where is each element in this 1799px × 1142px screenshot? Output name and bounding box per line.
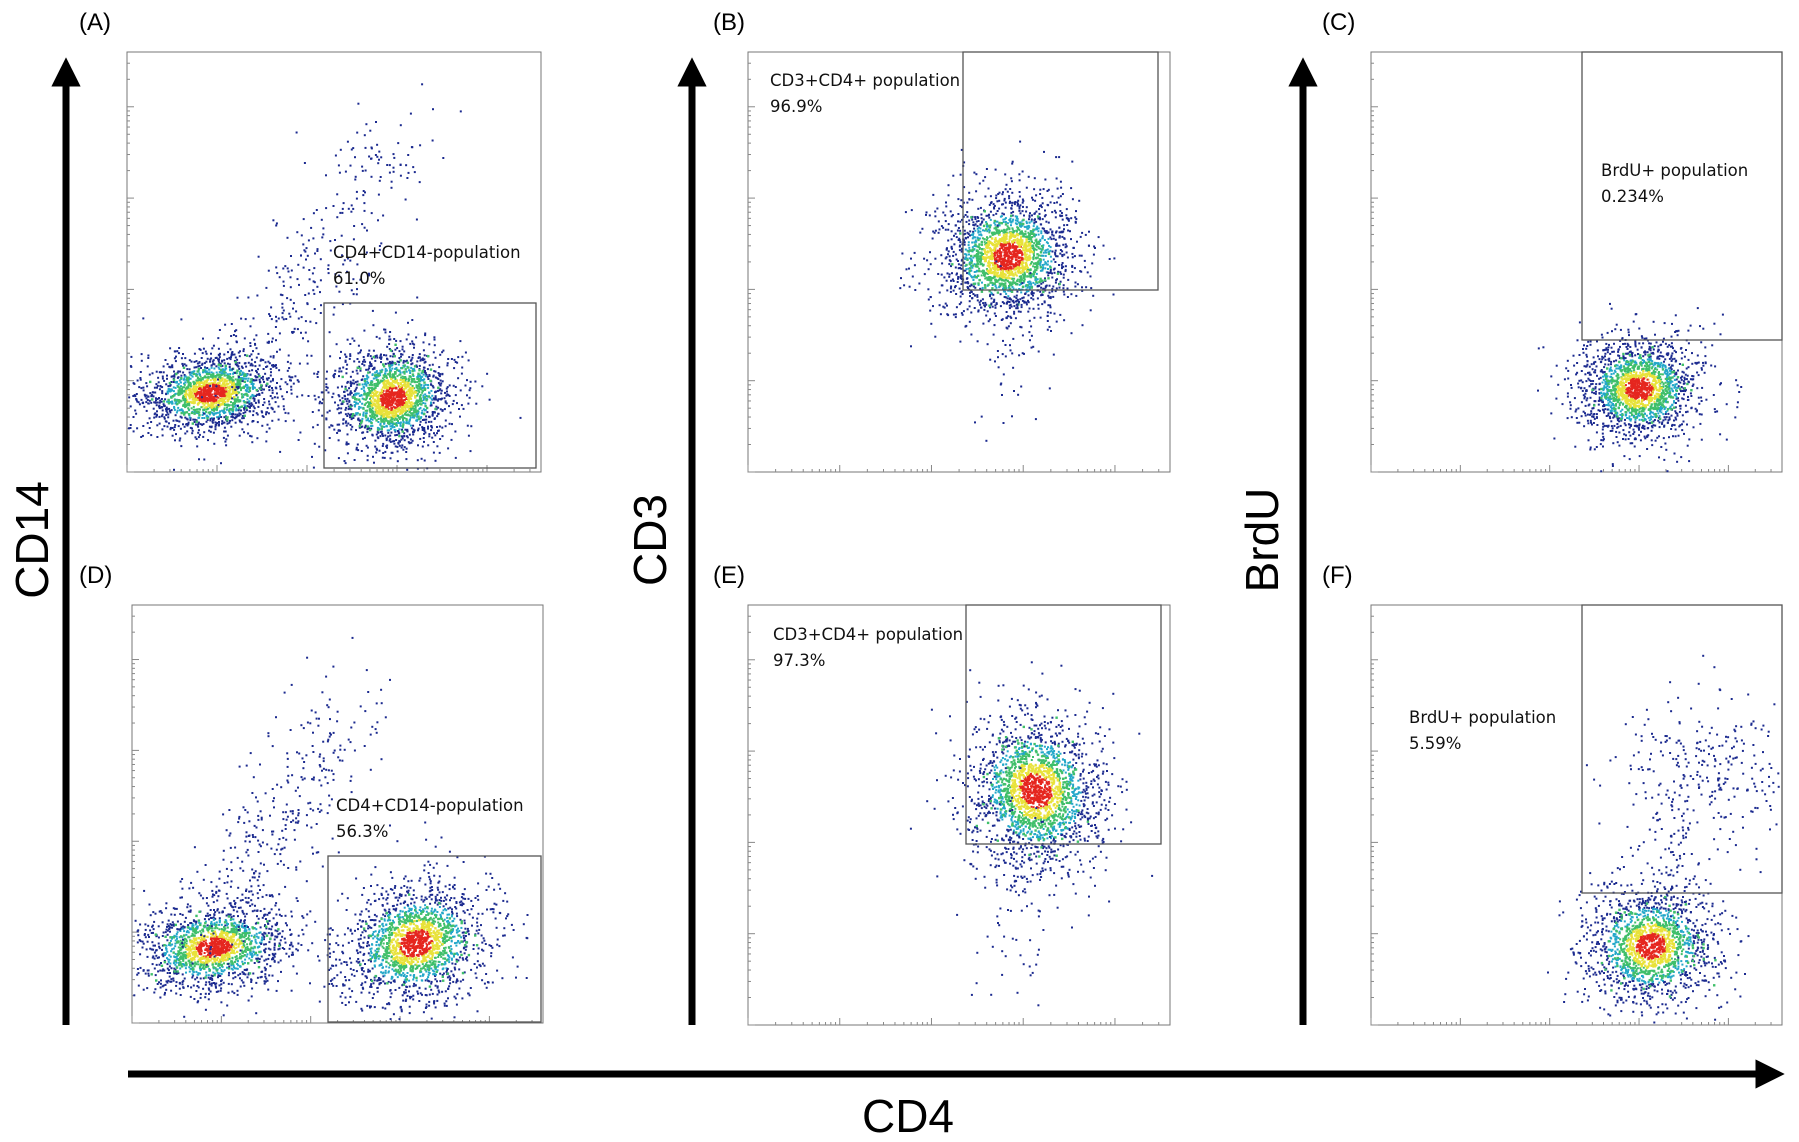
axis-ticks (126, 62, 531, 473)
panel-b: (B) CD3+CD4+ population 96.9% (713, 9, 1171, 473)
plot-frame (1370, 51, 1783, 473)
panel-f: (F) BrdU+ population 5.59% (1322, 562, 1783, 1026)
gate-label-percent: 61.0% (333, 269, 385, 288)
gate-label-name: CD3+CD4+ population (773, 625, 963, 644)
panel-letter: (E) (713, 562, 745, 589)
panel-e: (E) CD3+CD4+ population 97.3% (713, 562, 1171, 1026)
gate-rectangle (962, 51, 1159, 291)
gate-rectangle (323, 302, 537, 469)
panel-c: (C) BrdU+ population 0.234% (1322, 9, 1783, 473)
panels: (A) CD4+CD14-population 61.0% (B) CD3+CD4+ p… (79, 9, 1783, 1026)
y-axis-title-cd14: CD14 (6, 481, 58, 599)
gate-label-percent: 5.59% (1409, 734, 1461, 753)
gate-label-percent: 56.3% (336, 822, 388, 841)
event-dots (899, 140, 1116, 442)
gate-label-name: BrdU+ population (1601, 161, 1748, 180)
y-axis-title-cd3: CD3 (624, 494, 676, 586)
panel-letter: (D) (79, 562, 112, 589)
axis-ticks (1370, 62, 1772, 473)
gate-rectangle (327, 855, 542, 1023)
event-dots (909, 661, 1154, 1007)
axis-ticks (1370, 615, 1772, 1026)
gate-rectangle (965, 604, 1162, 845)
event-dots (128, 83, 522, 471)
axis-ticks (747, 62, 1160, 473)
gate-label-name: BrdU+ population (1409, 708, 1556, 727)
y-axis-title-brdu: BrdU (1236, 488, 1288, 593)
panel-d: (D) CD4+CD14-population 56.3% (79, 562, 544, 1024)
event-dots (1537, 302, 1743, 473)
panel-letter: (C) (1322, 9, 1355, 36)
gate-label-name: CD4+CD14-population (336, 796, 524, 815)
gate-label-name: CD4+CD14-population (333, 243, 521, 262)
event-dots (133, 636, 529, 1021)
gate-label-name: CD3+CD4+ population (770, 71, 960, 90)
panel-a: (A) CD4+CD14-population 61.0% (79, 9, 542, 473)
gate-label-percent: 96.9% (770, 97, 822, 116)
event-dots (1547, 654, 1780, 1024)
panel-letter: (F) (1322, 562, 1353, 589)
panel-letter: (B) (713, 9, 745, 36)
x-axis-title: CD4 (862, 1090, 954, 1142)
gate-rectangle (1581, 604, 1783, 894)
plot-frame (1370, 604, 1783, 1026)
gate-label-percent: 97.3% (773, 651, 825, 670)
plot-frame (747, 604, 1171, 1026)
gate-rectangle (1581, 51, 1783, 341)
axis-ticks (747, 615, 1160, 1026)
panel-letter: (A) (79, 9, 111, 36)
gate-label-percent: 0.234% (1601, 187, 1664, 206)
